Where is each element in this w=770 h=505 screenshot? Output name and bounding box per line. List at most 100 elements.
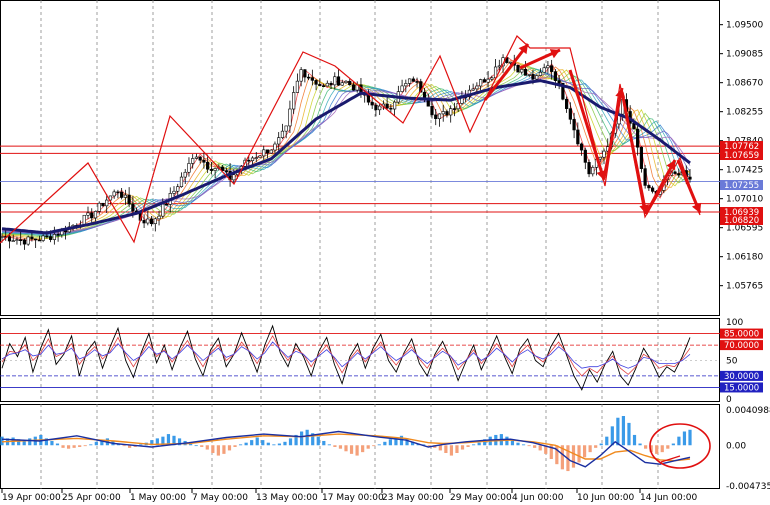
candle-body [535,75,539,80]
candle-body [441,111,445,115]
y-tick-label: 1.07010 [726,195,763,205]
candle-body [579,143,584,151]
macd-histogram-bar [616,417,620,446]
macd-histogram-bar [466,445,470,447]
price-level-tag-label: 1.07255 [724,181,759,191]
candle-body [277,137,281,145]
macd-histogram-bar [405,438,409,446]
trend-arrow [602,87,624,179]
macd-histogram-bar [410,441,415,446]
oscillator-tick-label: 100 [726,318,743,328]
candle-body [41,235,45,241]
macd-histogram-bar [538,445,542,451]
macd-histogram-bar [555,445,559,465]
candle-body [284,125,288,132]
y-tick-label: 1.05765 [726,282,763,292]
candle-body [587,162,591,175]
macd-histogram-bar [333,445,337,447]
zigzag-line [0,35,701,244]
oscillator-level-tag-label: 30.0000 [724,372,759,382]
macd-histogram-bar [610,426,614,446]
arrow-head [666,160,676,171]
candle-body [269,149,273,154]
macd-histogram-bar [261,440,265,446]
candle-body [415,81,419,83]
candle-body [273,143,277,151]
macd-panel [0,416,711,472]
macd-histogram-bar [477,442,481,446]
macd-histogram-bar [671,443,675,446]
macd-histogram-bar [688,429,692,446]
candle-body [224,170,228,172]
x-tick-label: 25 Apr 00:00 [62,493,121,503]
macd-histogram-bar [227,445,232,451]
candle-body [30,236,34,240]
candle-body [254,157,258,159]
panel-frames [0,0,720,489]
y-tick-label: 1.06595 [726,224,763,234]
candle-body [206,161,210,170]
macd-histogram-bar [660,445,664,453]
macd-histogram-bar [560,445,564,470]
x-axis-labels: 19 Apr 00:00 25 Apr 00:00 1 May 00:00 7 May… [1,489,697,503]
candle-body [295,80,299,93]
macd-tick-label: -0.0047358 [726,482,770,492]
candle-body [280,130,285,138]
candle-body [82,214,86,226]
macd-histogram-bar [349,445,354,454]
x-tick-label: 29 May 00:00 [450,493,512,503]
candle-body [673,171,677,174]
candle-body [292,92,296,110]
candle-body [202,159,206,163]
candle-body [527,74,531,76]
candle-body [632,123,636,130]
macd-histogram-bar [577,445,581,463]
candle-body [688,176,692,180]
candle-body [340,82,344,86]
candle-body [131,203,135,212]
macd-histogram-bar [122,445,126,447]
macd-histogram-bar [238,444,243,446]
macd-histogram-bar [399,435,404,446]
candle-body [565,98,569,109]
macd-histogram-bar [244,442,248,446]
candle-body [120,191,124,198]
candle-body [602,150,606,158]
candle-body [127,194,131,205]
candle-body [351,84,356,91]
oscillator-level-tag [720,370,763,381]
macd-histogram-bar [266,442,270,446]
trend-arrow [483,43,530,101]
macd-histogram-bar [255,437,259,446]
trend-arrow [568,69,606,181]
candle-body [37,239,41,242]
candle-body [314,80,318,85]
macd-histogram-bar [50,440,54,446]
candle-body [553,71,557,81]
y-axis-labels: 1.095001.090851.086701.082551.078401.074… [719,21,770,492]
macd-histogram-bar [250,440,254,446]
macd-histogram-bar [316,436,320,446]
candle-body [482,79,486,83]
macd-histogram-bar [372,445,376,447]
candle-body [520,69,524,73]
candle-body [0,236,4,238]
x-tick-label: 23 May 00:00 [382,493,444,503]
price-level-tag [720,215,763,225]
candle-body [568,108,572,120]
candle-body [677,173,681,176]
candle-body [310,77,314,81]
candle-body [198,156,202,161]
arrow-head [518,44,528,55]
macd-histogram-bar [277,443,282,446]
macd-histogram-bar [72,445,76,448]
oscillator-tick-label: 0 [726,395,732,405]
macd-histogram-bar [322,440,326,446]
candle-body [546,65,550,69]
candle-body [321,85,326,87]
oscillator-level-tag [720,382,763,393]
macd-histogram-bar [327,444,331,446]
macd-histogram-bar [527,445,531,447]
y-tick-label: 1.09085 [726,50,763,60]
macd-histogram-bar [483,439,487,446]
